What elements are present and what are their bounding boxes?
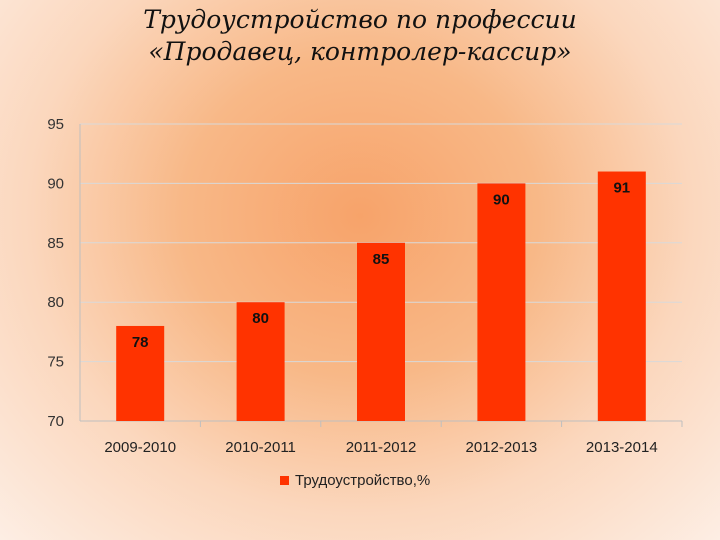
x-tick-label: 2011-2012: [346, 439, 417, 456]
x-tick-label: 2013-2014: [586, 439, 658, 456]
title-line-1: Трудоустройство по профессии: [143, 5, 577, 34]
data-label: 91: [613, 180, 630, 197]
x-tick-label: 2010-2011: [225, 439, 296, 456]
legend-swatch: [280, 476, 289, 485]
x-tick-label: 2012-2013: [466, 439, 538, 456]
y-tick-label: 95: [47, 116, 64, 133]
bar: [236, 302, 285, 421]
bar: [597, 171, 646, 421]
y-tick-label: 80: [47, 294, 64, 311]
y-tick-label: 85: [47, 235, 64, 252]
y-tick-label: 75: [47, 354, 64, 371]
data-label: 90: [493, 191, 510, 208]
chart-title: Трудоустройство по профессии «Продавец, …: [0, 4, 720, 68]
data-label: 85: [373, 251, 390, 268]
y-tick-label: 90: [47, 175, 64, 192]
x-tick-label: 2009-2010: [104, 439, 176, 456]
data-label: 80: [252, 310, 269, 327]
legend-label: Трудоустройство,%: [295, 472, 431, 489]
bar: [357, 242, 405, 421]
bar: [116, 325, 165, 421]
y-tick-label: 70: [47, 413, 64, 430]
bar: [477, 183, 526, 421]
legend: Трудоустройство,%: [280, 472, 430, 489]
data-label: 78: [132, 334, 149, 351]
title-line-2: «Продавец, контролер-кассир»: [148, 37, 572, 66]
